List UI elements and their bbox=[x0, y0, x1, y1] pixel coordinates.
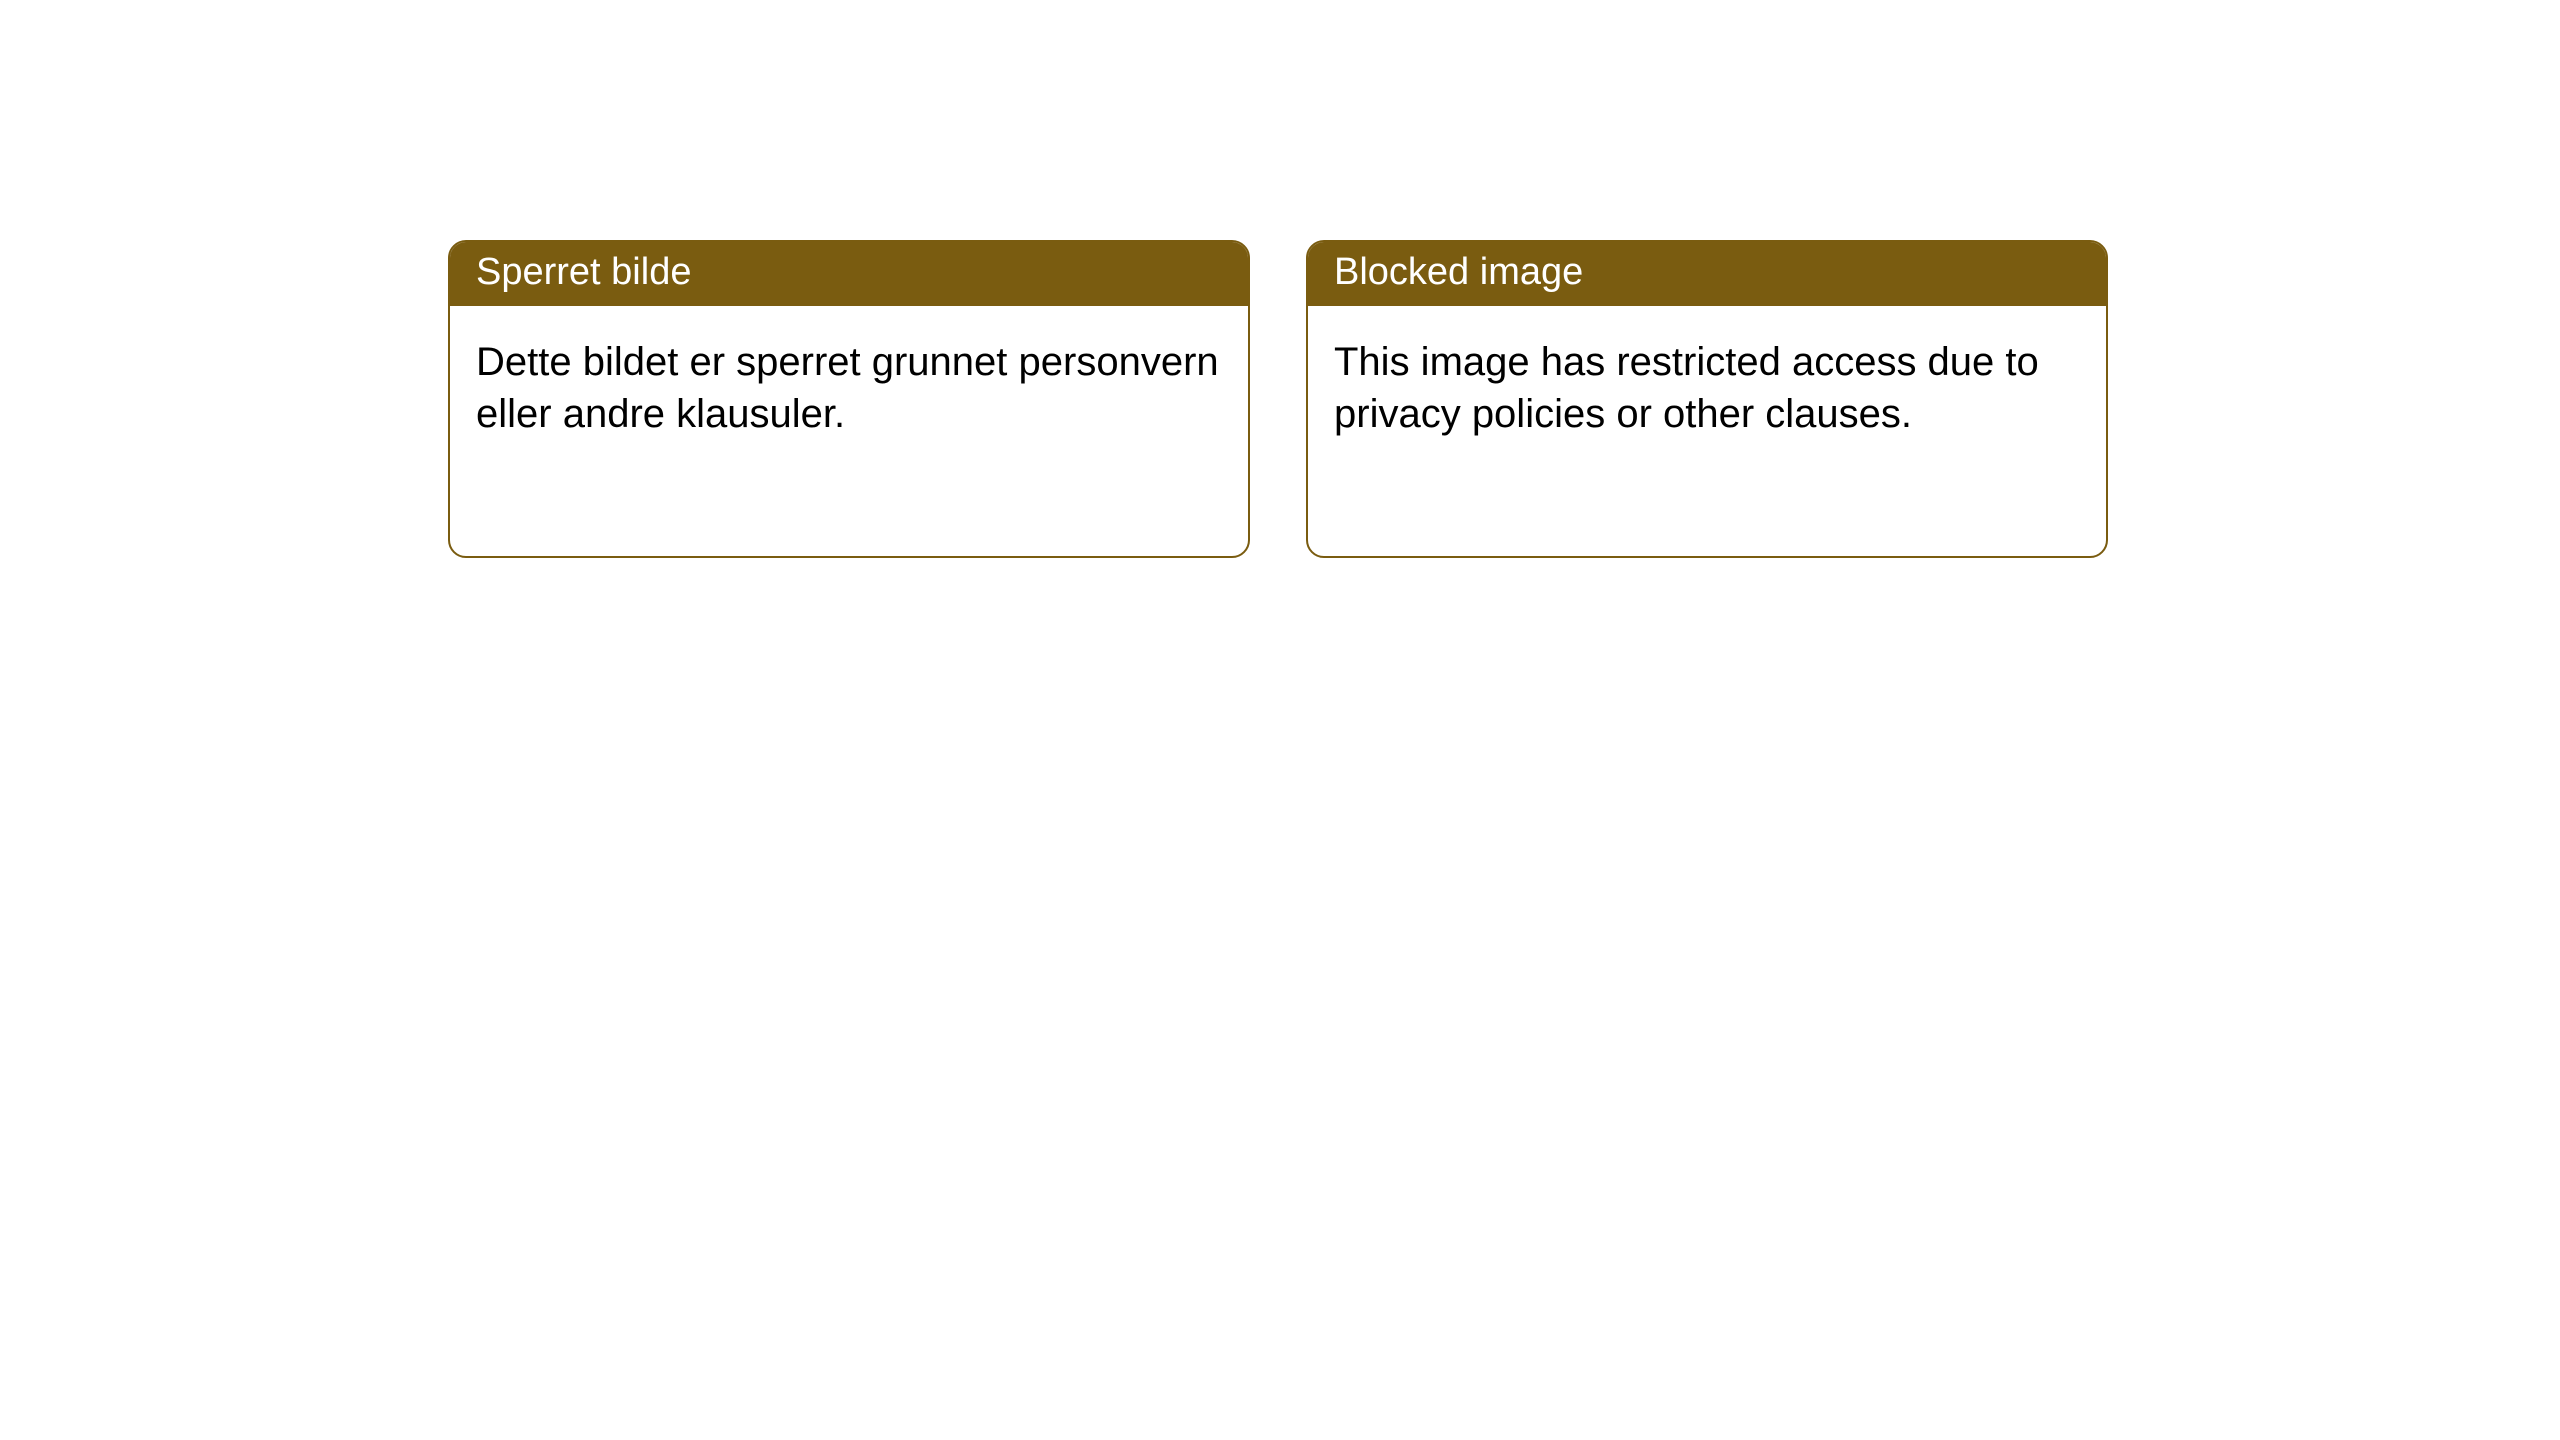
notice-body: Dette bildet er sperret grunnet personve… bbox=[450, 306, 1248, 556]
notice-card-norwegian: Sperret bilde Dette bildet er sperret gr… bbox=[448, 240, 1250, 558]
notice-container: Sperret bilde Dette bildet er sperret gr… bbox=[0, 0, 2560, 558]
notice-header: Blocked image bbox=[1308, 242, 2106, 306]
notice-header: Sperret bilde bbox=[450, 242, 1248, 306]
notice-body: This image has restricted access due to … bbox=[1308, 306, 2106, 556]
notice-card-english: Blocked image This image has restricted … bbox=[1306, 240, 2108, 558]
